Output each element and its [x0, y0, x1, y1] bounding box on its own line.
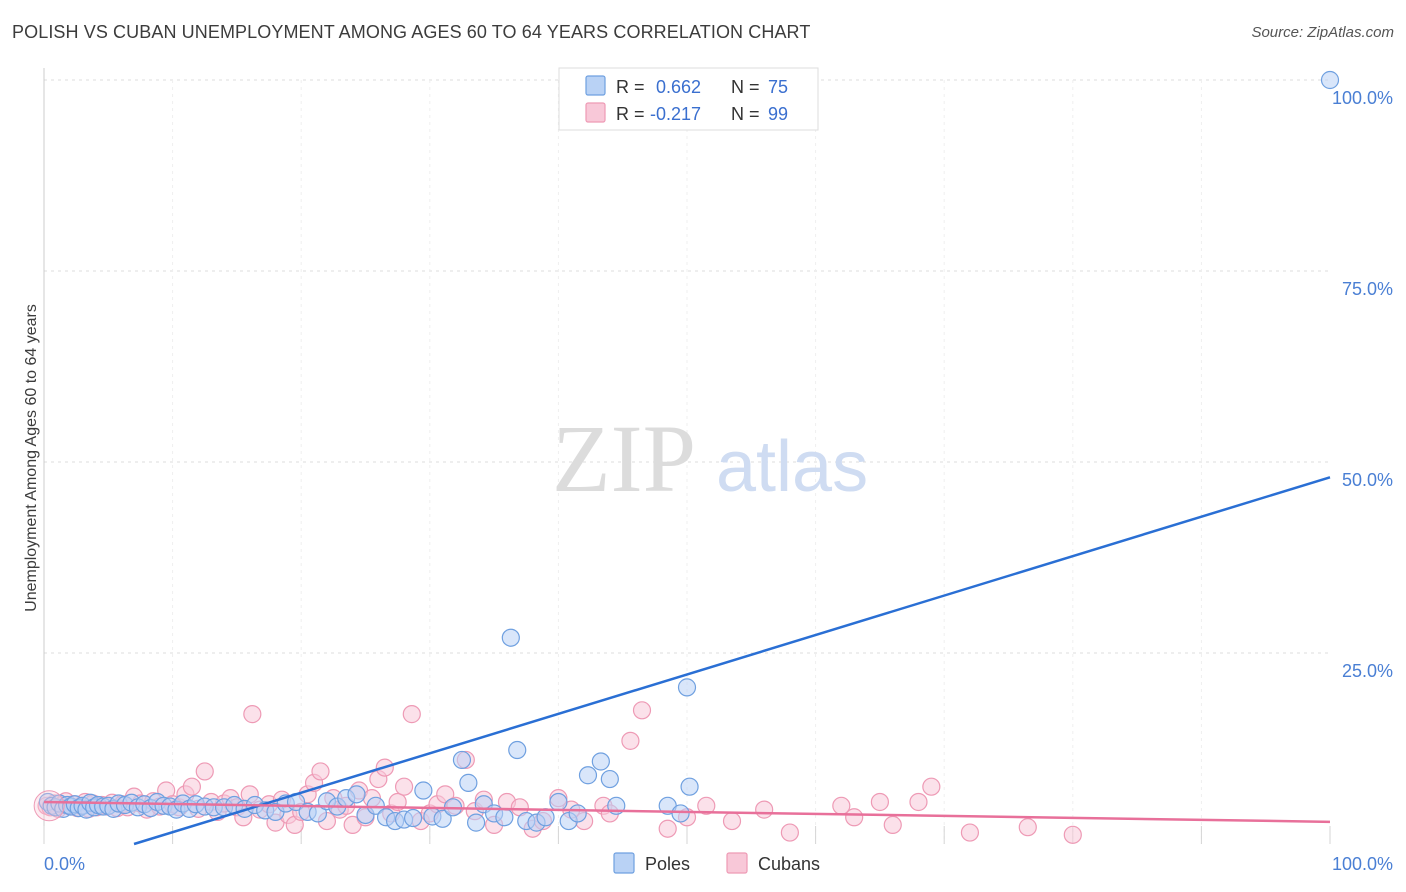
- trend-lines: [43, 476, 1331, 846]
- cubans-point: [845, 808, 864, 827]
- poles-point: [536, 808, 555, 827]
- cubans-point: [658, 819, 677, 838]
- poles-point: [501, 628, 520, 647]
- poles-point: [568, 804, 587, 823]
- cubans-point: [621, 731, 640, 750]
- poles-point: [677, 678, 697, 697]
- legend-swatch-poles: [585, 75, 606, 96]
- poles-point: [1320, 70, 1340, 90]
- cubans-point: [697, 796, 716, 815]
- poles-point: [459, 773, 478, 792]
- cubans-point: [1018, 818, 1037, 837]
- cubans-point: [394, 777, 414, 796]
- poles-point: [403, 808, 423, 828]
- cubans-point: [311, 762, 330, 781]
- watermark-atlas: atlas: [716, 427, 868, 507]
- legend-r-label-poles: R =: [616, 77, 645, 97]
- x-tick-label-min: 0.0%: [44, 854, 85, 874]
- poles-point: [414, 781, 433, 800]
- legend-n-label-cubans: N =: [731, 104, 760, 124]
- source-label: Source: ZipAtlas.com: [1251, 24, 1394, 41]
- poles-point: [671, 804, 690, 823]
- poles-point: [433, 809, 452, 828]
- chart-title: POLISH VS CUBAN UNEMPLOYMENT AMONG AGES …: [12, 22, 811, 42]
- poles-point: [680, 777, 699, 796]
- bottom-legend-swatch-cubans: [726, 852, 748, 874]
- poles-point: [452, 750, 472, 770]
- y-tick-label-75: 75.0%: [1342, 279, 1393, 299]
- cubans-point: [722, 811, 742, 831]
- y-tick-label-50: 50.0%: [1342, 470, 1393, 490]
- y-tick-label-100: 100.0%: [1332, 88, 1393, 108]
- poles-point: [600, 769, 619, 789]
- cubans-cluster-point: [33, 790, 65, 822]
- bottom-legend: Poles Cubans: [613, 852, 820, 874]
- y-axis-label: Unemployment Among Ages 60 to 64 years: [23, 304, 40, 612]
- cubans-point: [755, 800, 774, 819]
- bottom-legend-label-poles: Poles: [645, 854, 690, 874]
- watermark-zip: ZIP: [552, 405, 696, 512]
- legend-r-value-poles: 0.662: [656, 77, 701, 97]
- cubans-point: [402, 705, 421, 724]
- bottom-legend-swatch-poles: [613, 852, 635, 874]
- poles-point: [347, 785, 366, 804]
- cubans-point: [909, 792, 928, 812]
- x-tick-label-max: 100.0%: [1332, 854, 1393, 874]
- legend-r-label-cubans: R =: [616, 104, 645, 124]
- cubans-point: [870, 792, 890, 812]
- legend-n-label-poles: N =: [731, 77, 760, 97]
- y-tick-label-25: 25.0%: [1342, 661, 1393, 681]
- tick-labels: 25.0% 50.0% 75.0% 100.0% 0.0% 100.0%: [44, 88, 1393, 874]
- bottom-legend-label-cubans: Cubans: [758, 854, 820, 874]
- poles-point: [308, 804, 328, 823]
- poles-point: [508, 740, 527, 760]
- grid-lines: [44, 79, 1330, 844]
- poles-point: [578, 766, 598, 785]
- cubans-point: [922, 777, 941, 796]
- trend-line-cubans: [43, 800, 1331, 824]
- cubans-point: [1063, 825, 1082, 844]
- legend-n-value-poles: 75: [768, 77, 788, 97]
- legend-r-value-cubans: -0.217: [650, 104, 701, 124]
- cubans-point: [883, 815, 902, 835]
- poles-point: [495, 808, 514, 827]
- cubans-point: [182, 777, 201, 796]
- poles-point: [591, 752, 610, 771]
- poles-point: [466, 813, 486, 832]
- cubans-point: [960, 823, 980, 842]
- cubans-point: [243, 705, 262, 724]
- cubans-point: [632, 701, 652, 720]
- cubans-point: [195, 762, 214, 781]
- legend-n-value-cubans: 99: [768, 104, 788, 124]
- cubans-point: [780, 823, 799, 842]
- trend-line-poles: [133, 476, 1331, 846]
- poles-point: [549, 792, 568, 812]
- legend-swatch-cubans: [585, 102, 606, 123]
- legend-box: R = 0.662 N = 75 R = -0.217 N = 99: [558, 67, 819, 131]
